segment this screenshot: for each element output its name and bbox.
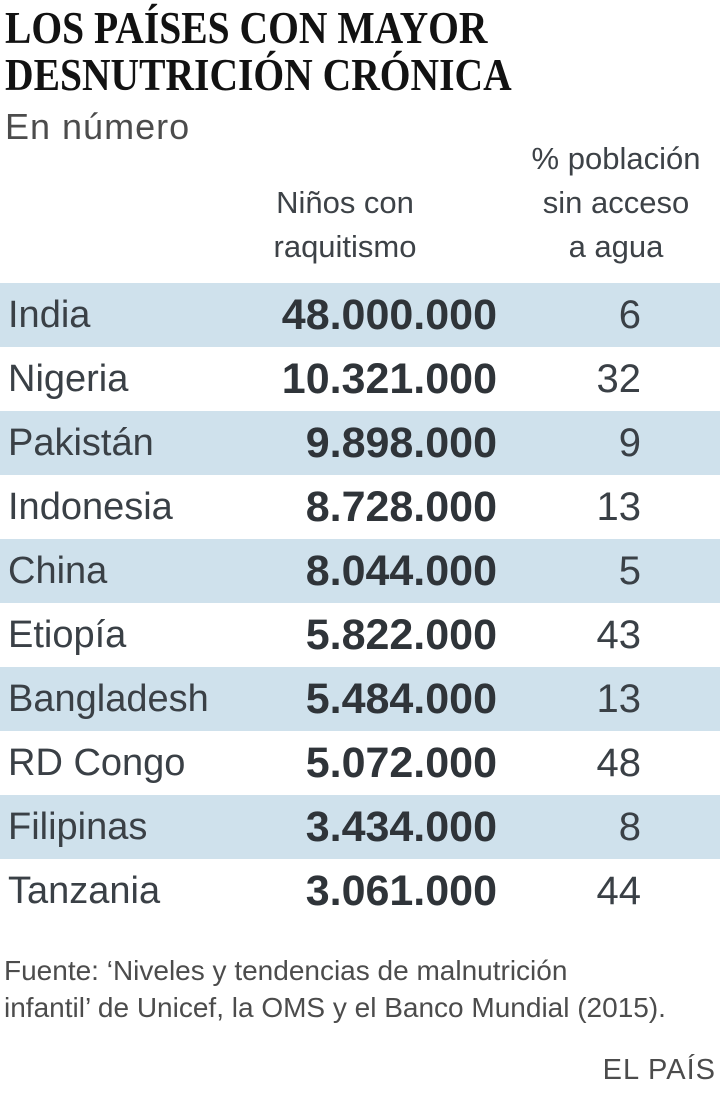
water-percent-cell: 8	[618, 804, 641, 849]
table-row: China 8.044.000 5	[0, 539, 720, 603]
country-name-cell: Indonesia	[8, 485, 173, 528]
children-count-cell: 48.000.000	[281, 290, 497, 339]
water-percent-cell: 32	[596, 356, 642, 401]
water-percent-cell: 13	[596, 484, 642, 529]
water-percent-cell: 44	[596, 868, 642, 913]
country-name-cell: India	[8, 293, 91, 336]
water-percent-cell: 13	[596, 676, 642, 721]
malnutrition-table: India 48.000.000 6 Nigeria 10.321.000 32 Pakis…	[0, 283, 720, 923]
country-name-cell: Pakistán	[8, 421, 154, 464]
country-name-cell: Etiopía	[8, 613, 127, 656]
source-note: Fuente: ‘Niveles y tendencias de malnutr…	[4, 955, 666, 1023]
publisher-credit: EL PAÍS	[602, 1054, 716, 1086]
country-name-cell: RD Congo	[8, 741, 186, 784]
children-count-cell: 9.898.000	[305, 418, 497, 467]
table-row: Indonesia 8.728.000 13	[0, 475, 720, 539]
country-name-cell: Nigeria	[8, 357, 129, 400]
table-row: India 48.000.000 6	[0, 283, 720, 347]
column-header-children-with-stunting: Niños con raquitismo	[273, 185, 417, 264]
chart-subtitle: En número	[5, 106, 191, 147]
chart-title-line2: DESNUTRICIÓN CRÓNICA	[5, 49, 512, 100]
children-count-cell: 8.044.000	[305, 546, 497, 595]
water-percent-cell: 9	[618, 420, 641, 465]
water-percent-cell: 6	[618, 292, 641, 337]
water-percent-cell: 5	[618, 548, 641, 593]
children-count-cell: 5.822.000	[305, 610, 497, 659]
table-row: RD Congo 5.072.000 48	[0, 731, 720, 795]
water-percent-cell: 43	[596, 612, 642, 657]
country-name-cell: Tanzania	[8, 869, 161, 912]
children-count-cell: 3.434.000	[305, 802, 497, 851]
country-name-cell: Bangladesh	[8, 677, 209, 720]
table-row: Pakistán 9.898.000 9	[0, 411, 720, 475]
children-count-cell: 5.072.000	[305, 738, 497, 787]
table-row: Bangladesh 5.484.000 13	[0, 667, 720, 731]
children-count-cell: 5.484.000	[305, 674, 497, 723]
column-header-population-without-water: % población sin acceso a agua	[531, 141, 701, 264]
table-row: Nigeria 10.321.000 32	[0, 347, 720, 411]
chart-title-line1: LOS PAÍSES CON MAYOR	[5, 2, 488, 53]
chart-title: LOS PAÍSES CON MAYOR DESNUTRICIÓN CRÓNIC…	[5, 4, 512, 98]
country-name-cell: Filipinas	[8, 805, 148, 848]
country-name-cell: China	[8, 549, 108, 592]
table-row: Tanzania 3.061.000 44	[0, 859, 720, 923]
children-count-cell: 3.061.000	[305, 866, 497, 915]
water-percent-cell: 48	[596, 740, 642, 785]
table-row: Etiopía 5.822.000 43	[0, 603, 720, 667]
table-row: Filipinas 3.434.000 8	[0, 795, 720, 859]
children-count-cell: 8.728.000	[305, 482, 497, 531]
children-count-cell: 10.321.000	[281, 354, 497, 403]
